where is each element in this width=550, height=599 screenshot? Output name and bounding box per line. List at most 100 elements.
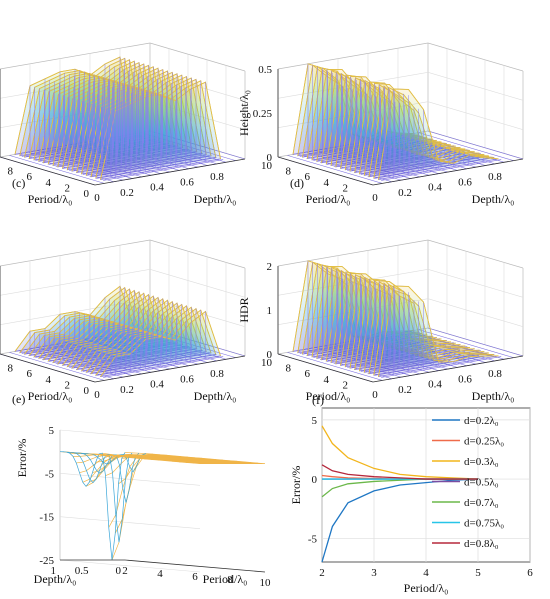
legend: d=0.2λ₀ d=0.25λ₀ d=0.3λ₀ d=0.5λ₀ d=0.7λ₀ d=0.… [432, 415, 504, 550]
x-tick-label: 0 [372, 389, 378, 401]
y-tick-label: 2 [65, 182, 71, 194]
z-axis-label: Height/λ₀ [237, 90, 251, 136]
x-axis-label: Period/λ₀ [404, 581, 449, 595]
y-tick-label: 8 [286, 166, 292, 178]
x-tick-label: 3 [371, 567, 377, 579]
panel-b: 00.250.500.20.40.60.8246810(b)Height/λ₀D… [237, 42, 524, 206]
x-tick-label: 0.8 [488, 171, 502, 183]
y-axis-label: Period/λ₀ [203, 572, 248, 586]
surface [14, 56, 221, 181]
surface [59, 451, 266, 561]
y-axis-label: Error/% [289, 466, 303, 505]
legend-entry: d=0.7λ₀ [464, 497, 499, 509]
x-tick-label: 2 [319, 567, 325, 579]
z-tick-label: 0 [267, 349, 273, 361]
y-tick-label: 6 [27, 368, 33, 380]
legend-entry: d=0.8λ₀ [464, 538, 499, 550]
y-tick-label: 4 [324, 177, 330, 189]
y-tick-label: 10 [260, 577, 272, 589]
y-tick-label: 0 [84, 385, 90, 397]
z-tick-label: 1 [267, 305, 273, 317]
legend-entry: d=0.25λ₀ [464, 436, 504, 448]
series-line [321, 425, 479, 480]
y-tick-label: 6 [27, 171, 33, 183]
x-tick-label: 0.6 [180, 373, 194, 385]
y-tick-label: 0 [312, 474, 318, 486]
x-tick-label: 6 [527, 567, 533, 579]
x-tick-label: 0.8 [210, 368, 224, 380]
y-tick-label: 10 [261, 160, 273, 172]
y-tick-label: 8 [286, 363, 292, 375]
legend-entry: d=0.2λ₀ [464, 415, 499, 427]
surface [292, 63, 499, 181]
z-axis-label: Error/% [15, 439, 29, 478]
panel-a: 00.20.400.20.40.60.80246810(a)Width/λ₀De… [0, 42, 246, 206]
x-tick-label: 4 [423, 567, 429, 579]
x-tick-label: 0 [94, 192, 100, 204]
panel-e: 5 -5 -15 -25 0 0.5 1 2 4 6 8 10 (e) Error/% Depth/λ₀ Pe… [12, 392, 271, 589]
y-tick-label: 2 [122, 565, 128, 577]
y-tick-label: -5 [308, 533, 318, 545]
y-tick-label: 2 [65, 379, 71, 391]
x-tick-label: 0.8 [210, 171, 224, 183]
y-axis-label: Period/λ₀ [306, 389, 351, 403]
panel-d: 0 1 2 0 0.2 0.4 0.6 0.8 2 4 6 8 10 (d) HDR Depth/λ₀ Peri… [237, 176, 524, 403]
x-tick-label: 1 [51, 565, 57, 577]
y-axis-label: Period/λ₀ [306, 192, 351, 206]
legend-entry: d=0.5λ₀ [464, 477, 499, 489]
z-tick-label: 0.5 [258, 64, 272, 76]
x-tick-label: 0.4 [150, 182, 164, 194]
x-axis-label: Depth/λ₀ [472, 192, 515, 206]
y-tick-label: 6 [192, 571, 198, 583]
z-tick-label: 0 [267, 152, 273, 164]
x-tick-label: 0.8 [488, 368, 502, 380]
panel-c: 012300.20.40.60.80246810(c)WPRDepth/λ₀Pe… [0, 176, 246, 403]
z-axis-label: HDR [237, 297, 251, 322]
x-tick-label: 0.4 [428, 379, 442, 391]
x-tick-label: 0 [372, 192, 378, 204]
x-tick-label: 0.6 [458, 373, 472, 385]
y-axis-label: Period/λ₀ [28, 389, 73, 403]
y-tick-label: 8 [8, 166, 14, 178]
x-tick-label: 0.4 [150, 379, 164, 391]
z-tick-label: -5 [45, 468, 55, 480]
y-tick-label: 5 [312, 415, 318, 427]
x-tick-label: 0 [116, 565, 122, 577]
surface [14, 285, 221, 378]
series-line [321, 478, 479, 563]
y-tick-label: 4 [324, 374, 330, 386]
x-tick-label: 0.2 [398, 187, 412, 199]
y-tick-label: 2 [343, 182, 349, 194]
x-tick-label: 0.2 [120, 384, 134, 396]
surface [292, 260, 499, 378]
y-tick-label: 0 [84, 188, 90, 200]
x-tick-label: 0.2 [120, 187, 134, 199]
panel-tag: (f) [312, 393, 324, 407]
x-axis-label: Depth/λ₀ [194, 192, 237, 206]
panel-tag: (e) [12, 392, 25, 406]
x-tick-label: 0.5 [75, 565, 89, 577]
y-tick-label: 2 [343, 379, 349, 391]
z-tick-label: 0.25 [253, 108, 273, 120]
y-tick-label: 4 [46, 374, 52, 386]
legend-entry: d=0.3λ₀ [464, 456, 499, 468]
y-tick-label: 10 [261, 357, 273, 369]
y-tick-label: 8 [8, 363, 14, 375]
x-tick-label: 0.2 [398, 384, 412, 396]
legend-entry: d=0.75λ₀ [464, 518, 504, 530]
x-tick-label: 5 [475, 567, 481, 579]
panel-tag: (d) [290, 176, 304, 190]
x-tick-label: 0.6 [458, 176, 472, 188]
x-tick-label: 0 [94, 389, 100, 401]
series-line [321, 464, 478, 480]
y-tick-label: 6 [305, 368, 311, 380]
z-tick-label: -15 [39, 512, 54, 524]
y-axis-label: Period/λ₀ [28, 192, 73, 206]
z-tick-label: -25 [39, 555, 54, 567]
y-tick-label: 4 [157, 568, 163, 580]
z-tick-label: 2 [267, 261, 273, 273]
x-axis-label: Depth/λ₀ [34, 572, 77, 586]
x-axis-label: Depth/λ₀ [472, 389, 515, 403]
y-tick-label: 6 [305, 171, 311, 183]
